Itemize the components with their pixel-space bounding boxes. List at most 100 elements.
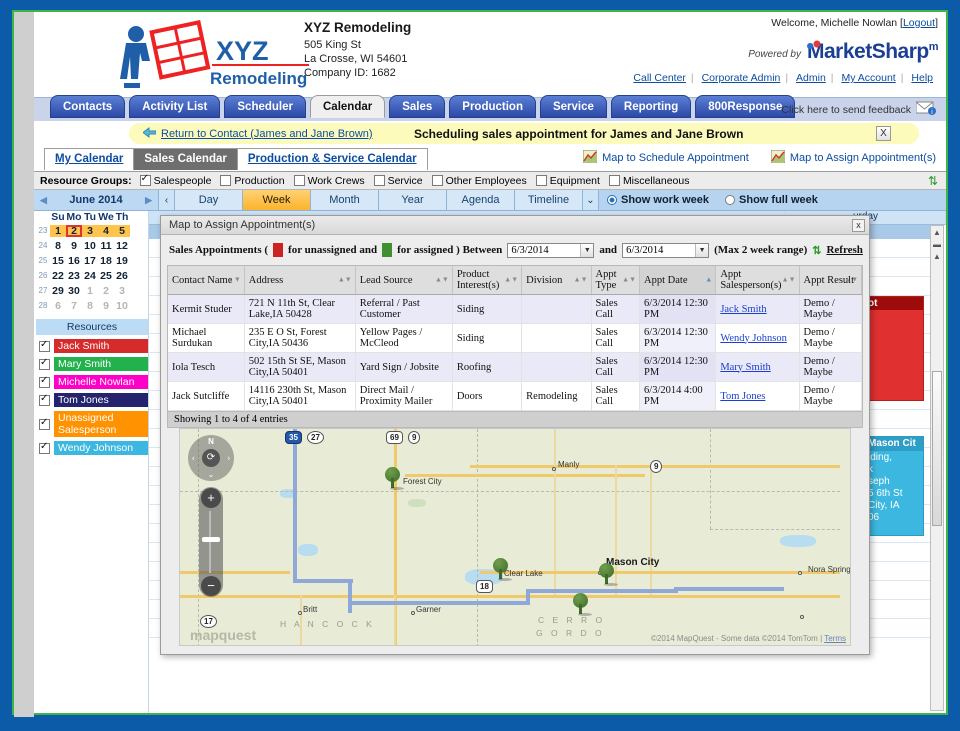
nav-tab-contacts[interactable]: Contacts (50, 95, 126, 118)
map-marker-appointment[interactable] (385, 467, 404, 490)
cell-salesperson[interactable]: Wendy Johnson (715, 323, 800, 353)
nav-tab-800response[interactable]: 800Response (695, 95, 796, 118)
next-month-icon[interactable]: ▶ (145, 194, 152, 205)
mini-cal-day[interactable]: 6 (55, 299, 61, 312)
mini-cal-day[interactable]: 9 (71, 239, 77, 252)
link-my-account[interactable]: My Account (841, 72, 896, 84)
rg-other-employees[interactable]: Other Employees (431, 175, 527, 187)
resource-checkbox[interactable] (39, 357, 50, 370)
resource-checkbox[interactable] (39, 393, 50, 406)
mini-cal-day[interactable]: 7 (71, 299, 77, 312)
resource-item-wendy-johnson[interactable]: Wendy Johnson (36, 441, 148, 455)
col-division[interactable]: Division ▲▼ (521, 266, 592, 295)
mini-cal-day[interactable]: 17 (84, 254, 96, 267)
mini-cal-day[interactable]: 5 (114, 224, 130, 237)
link-corporate-admin[interactable]: Corporate Admin (701, 72, 781, 84)
table-row[interactable]: Michael Surdukan 235 E O St, Forest City… (168, 323, 863, 353)
zoom-in-button[interactable]: + (201, 488, 221, 508)
table-row[interactable]: Kermit Studer 721 N 11th St, Clear Lake,… (168, 294, 863, 324)
mini-cal-day[interactable]: 8 (87, 299, 93, 312)
mini-cal-day[interactable]: 15 (52, 254, 64, 267)
salesperson-link[interactable]: Wendy Johnson (720, 332, 787, 344)
rg-miscellaneous[interactable]: Miscellaneous (608, 175, 689, 187)
table-row[interactable]: Iola Tesch 502 15th St SE, Mason City,IA… (168, 352, 863, 382)
mini-cal-day[interactable]: 11 (100, 239, 112, 252)
logout-link[interactable]: Logout (902, 17, 936, 29)
map-to-assign-appointments-link[interactable]: Map to Assign Appointment(s) (770, 149, 936, 166)
compass-center-icon[interactable]: ⟳ (202, 449, 220, 467)
nav-tab-production[interactable]: Production (449, 95, 536, 118)
link-admin[interactable]: Admin (796, 72, 826, 84)
show-work-week-radio[interactable] (607, 195, 617, 205)
nav-tab-calendar[interactable]: Calendar (310, 95, 386, 118)
mini-cal-day[interactable]: 10 (84, 239, 96, 252)
scroll-up2-icon[interactable]: ▲ (933, 252, 941, 261)
show-work-week-option[interactable]: Show work week (607, 194, 709, 206)
feedback-area[interactable]: Click here to send feedback i (781, 101, 936, 118)
view-year-button[interactable]: Year (379, 190, 447, 210)
date-to-dropdown-icon[interactable]: ▼ (695, 243, 709, 257)
resource-checkbox[interactable] (39, 375, 50, 388)
nav-tab-reporting[interactable]: Reporting (610, 95, 692, 118)
rg-production[interactable]: Production (220, 175, 285, 187)
cell-salesperson[interactable]: Mary Smith (715, 352, 800, 382)
subtab-sales-calendar[interactable]: Sales Calendar (133, 148, 238, 170)
col-lead-source[interactable]: Lead Source ▲▼ (355, 266, 453, 295)
view-day-button[interactable]: Day (175, 190, 243, 210)
mini-cal-day[interactable]: 23 (68, 269, 80, 282)
banner-close-button[interactable]: X (876, 126, 891, 141)
prev-month-icon[interactable]: ◀ (40, 194, 47, 205)
map-marker-appointment[interactable] (493, 558, 512, 581)
date-from-input[interactable] (508, 243, 581, 257)
mini-cal-day[interactable]: 2 (103, 284, 109, 297)
rg-salespeople-checkbox[interactable] (139, 173, 151, 186)
calendar-vertical-scrollbar[interactable]: ▲ ▬ ▲ (930, 225, 944, 711)
calendar-event-blue[interactable]: Mason Cit iding, k seph 5 6th St City, I… (864, 436, 924, 536)
col-appt-result[interactable]: Appt Result ▲▼ (799, 266, 863, 295)
resource-checkbox[interactable] (39, 417, 50, 430)
view-week-button[interactable]: Week (243, 190, 311, 210)
mini-cal-day[interactable]: 26 (116, 269, 128, 282)
mini-cal-day[interactable]: 16 (68, 254, 80, 267)
map-terms-link[interactable]: Terms (824, 634, 846, 643)
date-to-field[interactable]: ▼ (622, 242, 710, 258)
refresh-link[interactable]: Refresh (826, 244, 863, 256)
refresh-arrows-icon[interactable]: ⇅ (812, 244, 822, 257)
zoom-track[interactable] (209, 511, 211, 573)
nav-tab-service[interactable]: Service (539, 95, 607, 118)
rg-service[interactable]: Service (373, 175, 423, 187)
rg-equipment-checkbox[interactable] (535, 175, 547, 186)
mini-cal-day[interactable]: 3 (119, 284, 125, 297)
resource-item-tom-jones[interactable]: Tom Jones (36, 393, 148, 407)
mini-cal-day[interactable]: 10 (116, 299, 128, 312)
mini-cal-day[interactable]: 19 (116, 254, 128, 267)
resource-item-unassigned-salesperson[interactable]: Unassigned Salesperson (36, 411, 148, 437)
resource-checkbox[interactable] (39, 441, 50, 454)
mini-cal-day[interactable]: 9 (103, 299, 109, 312)
zoom-knob[interactable] (202, 537, 220, 542)
mini-cal-day[interactable]: 8 (55, 239, 61, 252)
scroll-up-icon[interactable]: ▲ (933, 228, 941, 237)
resource-item-michelle-nowlan[interactable]: Michelle Nowlan (36, 375, 148, 389)
mini-cal-day[interactable]: 30 (68, 284, 80, 297)
date-to-input[interactable] (623, 243, 696, 257)
nav-tab-scheduler[interactable]: Scheduler (224, 95, 306, 118)
show-full-week-radio[interactable] (725, 195, 736, 205)
cell-salesperson[interactable]: Tom Jones (715, 381, 800, 411)
mini-cal-day[interactable]: 4 (98, 224, 114, 237)
mini-cal-day[interactable]: 18 (100, 254, 112, 267)
date-from-dropdown-icon[interactable]: ▼ (580, 243, 594, 257)
mini-cal-day[interactable]: 3 (82, 224, 98, 237)
mini-cal-day[interactable]: 29 (52, 284, 64, 297)
mini-cal-day[interactable]: 12 (116, 239, 128, 252)
zoom-out-button[interactable]: − (201, 576, 221, 596)
table-row[interactable]: Jack Sutcliffe 14116 230th St, Mason Cit… (168, 381, 863, 411)
pan-left-icon[interactable]: ‹ (192, 453, 195, 463)
rg-equipment[interactable]: Equipment (535, 175, 600, 187)
resource-checkbox[interactable] (39, 339, 50, 352)
subtab-my-calendar[interactable]: My Calendar (44, 148, 135, 170)
view-month-button[interactable]: Month (311, 190, 379, 210)
rg-other-employees-checkbox[interactable] (431, 175, 443, 186)
map-marker-appointment[interactable] (599, 563, 618, 586)
map-canvas[interactable]: N ⟳ ‹ › ⌄ + − 69 (180, 429, 850, 645)
